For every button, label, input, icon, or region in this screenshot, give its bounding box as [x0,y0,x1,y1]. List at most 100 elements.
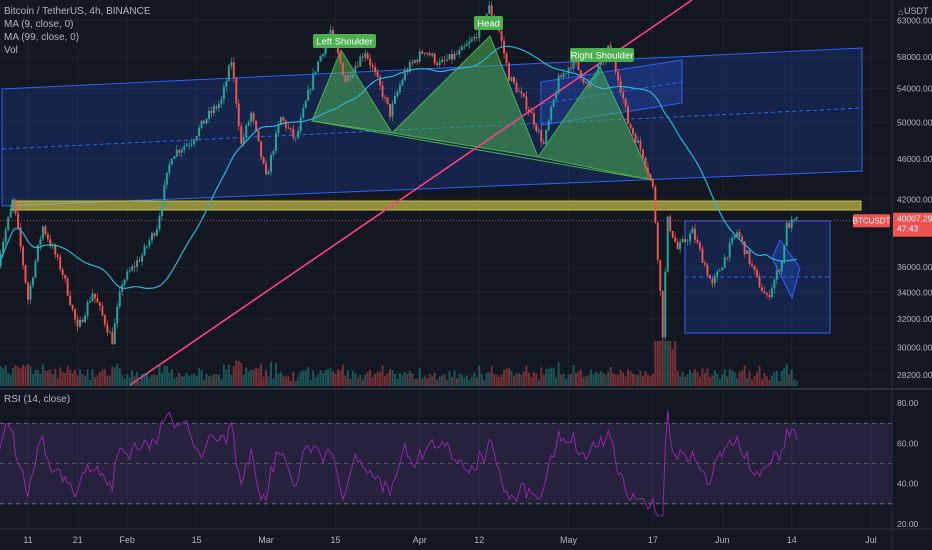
candle-countdown: 47:43 [897,224,919,234]
volume-bar [488,372,491,386]
head-shape[interactable] [390,35,539,158]
volume-bar [532,371,535,386]
rsi-axis[interactable]: 80.00 60.00 40.00 20.00 [897,398,919,529]
candle-body [2,241,5,254]
candle-body [232,62,235,79]
volume-bar [384,375,387,386]
left-shoulder-label[interactable]: Left Shoulder [313,34,376,48]
candle-body [565,73,568,75]
volume-bar [364,374,367,386]
volume-bar [274,362,277,386]
right-shoulder-label[interactable]: Right Shoulder [570,48,634,62]
volume-bar [708,377,711,386]
candle-body [510,77,513,81]
right-shoulder-shape[interactable] [537,65,653,181]
volume-bar [262,376,265,386]
price-axis[interactable]: 63000.00 58000.00 54000.00 50000.00 46000.00… [897,16,932,380]
volume-bar [525,365,528,386]
volume-bar [746,378,749,386]
candle-body [274,132,277,151]
time-tick-label: 12 [474,535,484,545]
volume-bar [512,376,515,386]
volume-bar [210,376,213,386]
candle-body [272,150,275,155]
neckline[interactable] [311,120,653,181]
volume-bar [17,366,20,386]
candle-body [408,62,411,72]
candle-body [473,37,476,40]
volume-bar [753,375,756,386]
candle-body [664,271,667,338]
candle-body [354,66,357,74]
candle-body [597,65,600,75]
candle-body [508,63,511,81]
candle-body [344,75,347,82]
volume-bar [460,374,463,386]
candle-body [131,266,134,271]
time-tick-label: Feb [119,535,135,545]
volume-legend[interactable]: Vol [4,45,18,56]
current-price-value: 40007.29 [897,214,932,224]
volume-bar [691,372,694,386]
candle-body [364,53,367,58]
candle-body [535,124,538,131]
price-tag[interactable]: BTCUSDT 40007.29 47:43 [853,212,932,237]
candle-body [81,319,84,323]
candle-body [24,265,27,283]
candle-body [527,109,530,112]
price-tick-label: 46000.00 [897,154,932,164]
rsi-legend[interactable]: RSI (14, close) [4,394,71,405]
volume-bar [500,374,503,386]
candle-body [366,53,369,59]
candle-body [733,235,736,238]
candle-body [391,103,394,117]
time-axis[interactable]: 11 21 Feb 15 Mar 15 Apr 12 May 17 Jun 14 Jul [23,535,876,545]
candle-body [195,136,198,141]
candle-body [384,97,387,98]
candle-body [617,71,620,81]
volume-bar [309,379,312,386]
volume-bar [183,376,186,386]
candle-body [723,257,726,268]
volume-bar [624,376,627,386]
volume-bar [116,363,119,386]
currency-icon[interactable]: ⌂ [898,7,903,17]
volume-bar [230,374,233,386]
candle-body [624,98,627,107]
ma9-legend[interactable]: MA (9, close, 0) [4,19,74,30]
candle-body [760,287,763,292]
volume-bar [208,376,210,386]
candle-body [721,267,724,271]
volume-bar [545,368,548,386]
volume-bar [319,370,322,386]
candle-body [726,257,729,259]
candle-body [9,208,12,218]
candle-body [411,62,414,64]
candle-body [146,245,149,247]
volume-bar [98,371,101,386]
volume-bar [178,372,181,386]
volume-bar [669,341,672,386]
candle-body [180,149,183,153]
volume-bar [61,371,64,386]
ma99-legend[interactable]: MA (99, close, 0) [4,32,80,43]
candle-body [644,157,647,168]
candle-body [572,57,575,69]
candle-body [242,137,245,144]
volume-bar [557,361,560,386]
volume-bar [572,365,575,386]
volume-bar [170,369,173,386]
support-zone[interactable] [11,200,862,211]
volume-bar [711,375,714,386]
head-label[interactable]: Head [474,16,503,30]
left-shoulder-shape[interactable] [311,48,393,134]
volume-bar [426,377,429,386]
volume-bar [577,371,580,386]
volume-bar [150,375,153,386]
volume-bar [376,371,379,386]
candle-body [577,61,580,71]
volume-bar [560,374,563,386]
june-triangle [771,238,801,300]
symbol-legend[interactable]: Bitcoin / TetherUS, 4h, BINANCE [4,6,151,17]
